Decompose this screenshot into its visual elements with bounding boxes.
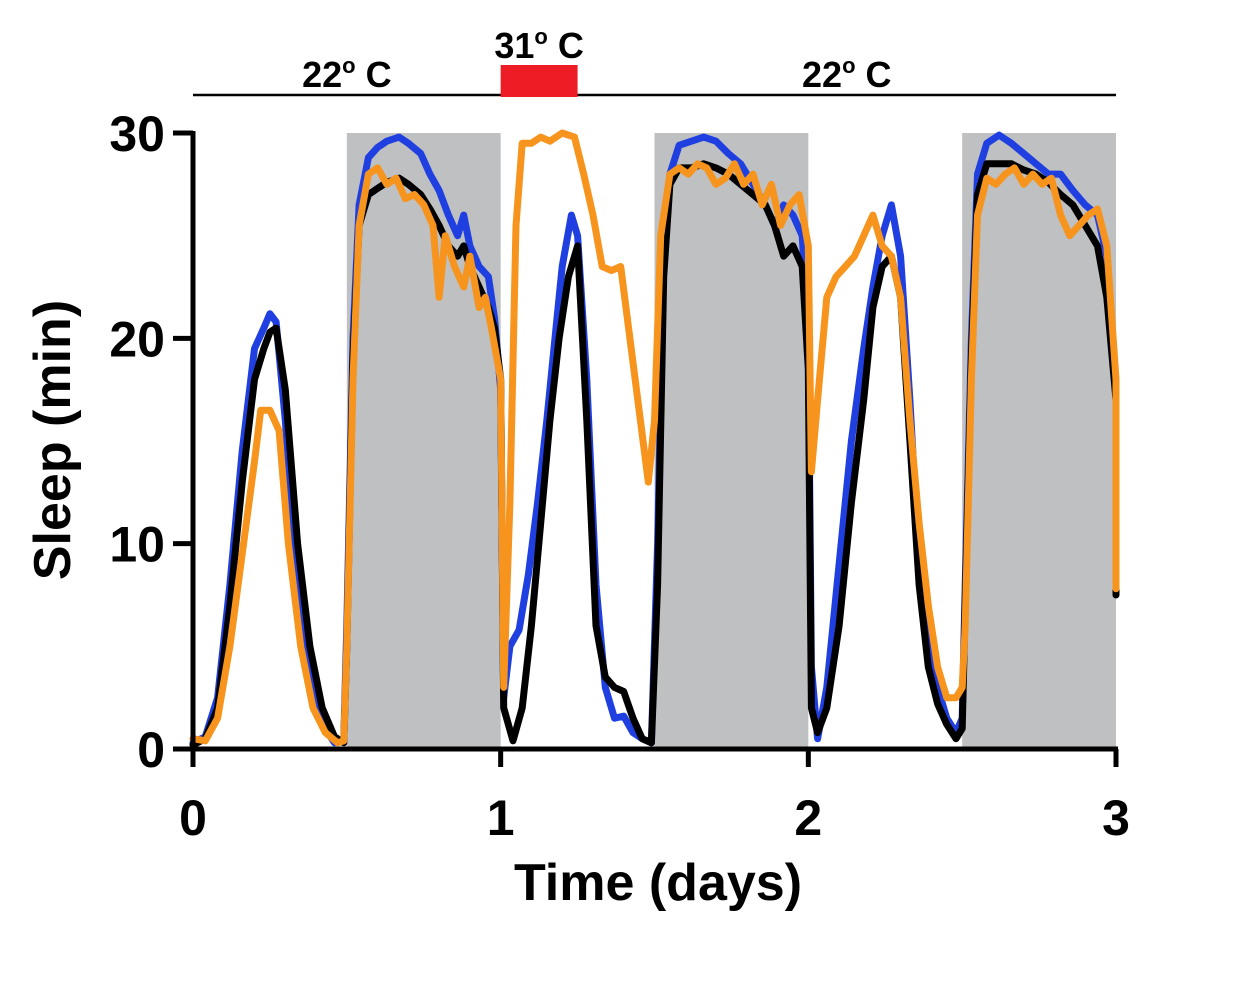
heat-pulse-bar [500, 65, 578, 97]
temperature-protocol-bar: 22o C 31o C 22o C [193, 24, 1116, 97]
series-lines [189, 129, 1120, 749]
y-tick-label: 10 [109, 517, 165, 573]
dark-period-3 [962, 133, 1116, 749]
dark-period-2 [654, 133, 809, 749]
dark-period-shading [346, 133, 1116, 749]
series-line-3 [189, 129, 1120, 747]
x-tick-label: 3 [1102, 790, 1130, 846]
temperature-label: 22o C [802, 53, 892, 95]
axes [190, 131, 1118, 752]
dark-period-1 [346, 133, 501, 749]
temperature-label: 31o C [494, 24, 584, 66]
x-tick-label: 2 [794, 790, 822, 846]
temperature-label: 22o C [302, 53, 392, 95]
y-tick-label: 0 [137, 722, 165, 778]
y-tick-label: 30 [109, 106, 165, 162]
x-tick-label: 0 [179, 790, 207, 846]
x-tick-label: 1 [487, 790, 515, 846]
y-axis-title: Sleep (min) [24, 300, 82, 580]
y-tick-label: 20 [109, 311, 165, 367]
x-axis-title: Time (days) [514, 854, 802, 912]
